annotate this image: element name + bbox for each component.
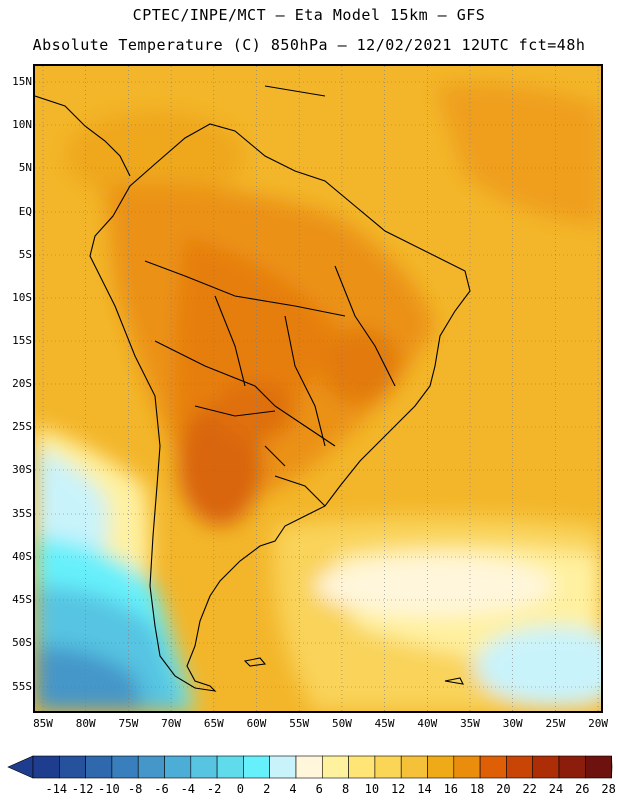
colorbar-bar [7, 755, 613, 779]
colorbar-swatch [532, 755, 560, 779]
colorbar-swatch [190, 755, 218, 779]
lon-label-40w: 40W [417, 717, 438, 730]
colorbar-swatch [164, 755, 192, 779]
colorbar-tick-label: 22 [522, 782, 537, 796]
colorbar-tick-label: 6 [315, 782, 323, 796]
colorbar-swatch [558, 755, 586, 779]
colorbar-tick-label: 12 [390, 782, 406, 796]
colorbar-tick-label: 20 [496, 782, 511, 796]
colorbar-tick-label: 16 [443, 782, 459, 796]
colorbar-swatch [427, 755, 455, 779]
lat-label-5n: 5N [18, 161, 32, 174]
lat-label-eq: EQ [18, 205, 32, 218]
colorbar-tick-label: 8 [341, 782, 350, 796]
temperature-field [35, 66, 601, 711]
lat-label-5s: 5S [18, 248, 32, 261]
coastlines [35, 85, 471, 692]
colorbar-swatch [400, 755, 428, 779]
colorbar-tick-label: 2 [263, 782, 271, 796]
lon-label-75w: 75W [118, 717, 139, 730]
colorbar-swatch [85, 755, 113, 779]
lon-label-85w: 85W [33, 717, 53, 730]
colorbar-tick-label: -12 [71, 782, 94, 796]
colorbar-tick-label: 28 [601, 782, 616, 796]
colorbar-swatch [269, 755, 297, 779]
colorbar-swatch [216, 755, 244, 779]
colorbar-swatch [137, 755, 165, 779]
colorbar [0, 750, 618, 780]
lat-label-55s: 55S [12, 680, 32, 693]
colorbar-swatch [295, 755, 323, 779]
lat-label-10n: 10N [12, 118, 32, 131]
colorbar-swatch [243, 755, 270, 779]
lon-label-45w: 45W [374, 717, 395, 730]
lon-label-60w: 60W [246, 717, 267, 730]
lon-label-70w: 70W [161, 717, 182, 730]
colorbar-tick-label: -14 [45, 782, 68, 796]
colorbar-swatch [506, 755, 533, 779]
colorbar-tick-label: 18 [469, 782, 485, 796]
colorbar-tick-label: 14 [417, 782, 432, 796]
temperature-map [33, 64, 603, 713]
lat-label-10s: 10S [12, 291, 32, 304]
lon-label-55w: 55W [289, 717, 310, 730]
colorbar-tick-label: -10 [98, 782, 120, 796]
colorbar-swatch [479, 755, 507, 779]
lat-label-15n: 15N [12, 75, 32, 88]
map-title: CPTEC/INPE/MCT – Eta Model 15km – GFS [132, 6, 486, 24]
colorbar-tick-label: -2 [206, 782, 222, 796]
colorbar-swatch [374, 755, 402, 779]
colorbar-tick-label: 4 [289, 782, 297, 796]
lat-label-15s: 15S [12, 334, 32, 347]
lon-label-80w: 80W [75, 717, 96, 730]
lat-label-35s: 35S [12, 507, 32, 520]
colorbar-swatch [111, 755, 139, 779]
lat-label-50s: 50S [12, 636, 32, 649]
colorbar-tick-label: 24 [548, 782, 564, 796]
colorbar-tick-label: -4 [180, 782, 196, 796]
lon-label-50w: 50W [331, 717, 352, 730]
colorbar-swatch [584, 755, 612, 779]
colorbar-tick-label: -8 [127, 782, 143, 796]
lon-label-25w: 25W [545, 717, 566, 730]
colorbar-swatch [348, 755, 376, 779]
lon-label-65w: 65W [203, 717, 224, 730]
lat-label-25s: 25S [12, 420, 32, 433]
colorbar-swatch [32, 755, 60, 779]
colorbar-swatch [453, 755, 481, 779]
lon-label-35w: 35W [460, 717, 480, 730]
lat-label-30s: 30S [12, 463, 32, 476]
colorbar-tick-label: 26 [575, 782, 590, 796]
lat-label-45s: 45S [12, 593, 32, 606]
lon-label-20w: 20W [588, 717, 609, 730]
colorbar-tick-label: 0 [236, 782, 244, 796]
lat-label-40s: 40S [12, 550, 32, 563]
temperature-shading [35, 83, 601, 711]
map-subtitle: Absolute Temperature (C) 850hPa – 12/02/… [32, 36, 586, 54]
colorbar-swatch [58, 755, 86, 779]
colorbar-low-arrow [7, 755, 34, 779]
lat-label-20s: 20S [12, 377, 32, 390]
colorbar-swatch [321, 755, 349, 779]
lon-label-30w: 30W [502, 717, 523, 730]
colorbar-tick-label: -6 [154, 782, 169, 796]
colorbar-tick-label: 10 [364, 782, 380, 796]
